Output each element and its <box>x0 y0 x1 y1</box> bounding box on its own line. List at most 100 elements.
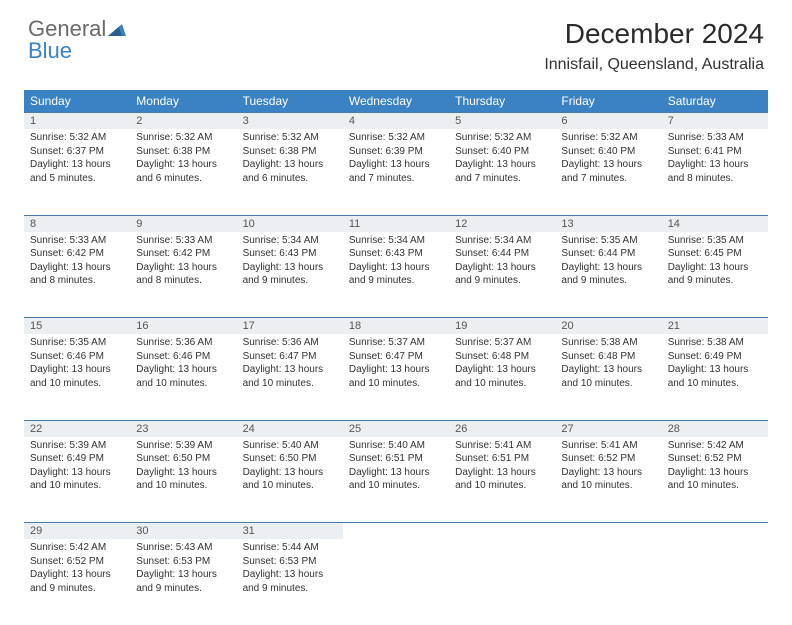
weekday-header-row: SundayMondayTuesdayWednesdayThursdayFrid… <box>24 90 768 113</box>
sunset-line: Sunset: 6:42 PM <box>30 247 124 261</box>
day-number-row: 293031 <box>24 523 768 540</box>
day-data-cell: Sunrise: 5:44 AMSunset: 6:53 PMDaylight:… <box>237 539 343 625</box>
day-data-cell: Sunrise: 5:38 AMSunset: 6:48 PMDaylight:… <box>555 334 661 420</box>
day-number-cell: 25 <box>343 420 449 437</box>
weekday-header: Monday <box>130 90 236 113</box>
daylight-line: Daylight: 13 hours and 10 minutes. <box>243 466 337 493</box>
daylight-line: Daylight: 13 hours and 5 minutes. <box>30 158 124 185</box>
day-data-cell: Sunrise: 5:41 AMSunset: 6:51 PMDaylight:… <box>449 437 555 523</box>
daylight-line: Daylight: 13 hours and 10 minutes. <box>30 363 124 390</box>
weekday-header: Wednesday <box>343 90 449 113</box>
sunset-line: Sunset: 6:40 PM <box>455 145 549 159</box>
day-data-cell: Sunrise: 5:33 AMSunset: 6:42 PMDaylight:… <box>24 232 130 318</box>
sunrise-line: Sunrise: 5:35 AM <box>30 336 124 350</box>
day-number-cell <box>555 523 661 540</box>
sunrise-line: Sunrise: 5:38 AM <box>668 336 762 350</box>
day-number-cell: 1 <box>24 113 130 130</box>
sunrise-line: Sunrise: 5:43 AM <box>136 541 230 555</box>
day-number-cell <box>343 523 449 540</box>
sunset-line: Sunset: 6:42 PM <box>136 247 230 261</box>
header: General Blue December 2024 Innisfail, Qu… <box>0 0 792 78</box>
sunrise-line: Sunrise: 5:32 AM <box>349 131 443 145</box>
sunset-line: Sunset: 6:49 PM <box>30 452 124 466</box>
daylight-line: Daylight: 13 hours and 9 minutes. <box>455 261 549 288</box>
day-data-cell: Sunrise: 5:34 AMSunset: 6:43 PMDaylight:… <box>237 232 343 318</box>
sunrise-line: Sunrise: 5:32 AM <box>136 131 230 145</box>
sunrise-line: Sunrise: 5:41 AM <box>455 439 549 453</box>
day-number-cell: 16 <box>130 318 236 335</box>
sunrise-line: Sunrise: 5:36 AM <box>136 336 230 350</box>
sunrise-line: Sunrise: 5:39 AM <box>136 439 230 453</box>
sunrise-line: Sunrise: 5:32 AM <box>455 131 549 145</box>
day-data-cell <box>449 539 555 625</box>
sunrise-line: Sunrise: 5:40 AM <box>243 439 337 453</box>
sunset-line: Sunset: 6:44 PM <box>455 247 549 261</box>
day-data-cell: Sunrise: 5:43 AMSunset: 6:53 PMDaylight:… <box>130 539 236 625</box>
sunset-line: Sunset: 6:38 PM <box>136 145 230 159</box>
daylight-line: Daylight: 13 hours and 9 minutes. <box>561 261 655 288</box>
location: Innisfail, Queensland, Australia <box>544 56 764 74</box>
daylight-line: Daylight: 13 hours and 8 minutes. <box>30 261 124 288</box>
sunset-line: Sunset: 6:48 PM <box>455 350 549 364</box>
daylight-line: Daylight: 13 hours and 9 minutes. <box>136 568 230 595</box>
day-data-cell: Sunrise: 5:32 AMSunset: 6:37 PMDaylight:… <box>24 129 130 215</box>
weekday-header: Thursday <box>449 90 555 113</box>
weekday-header: Saturday <box>662 90 768 113</box>
daylight-line: Daylight: 13 hours and 10 minutes. <box>349 363 443 390</box>
daylight-line: Daylight: 13 hours and 10 minutes. <box>561 466 655 493</box>
day-data-cell <box>343 539 449 625</box>
sunrise-line: Sunrise: 5:40 AM <box>349 439 443 453</box>
sunrise-line: Sunrise: 5:41 AM <box>561 439 655 453</box>
day-data-cell: Sunrise: 5:32 AMSunset: 6:40 PMDaylight:… <box>555 129 661 215</box>
sunset-line: Sunset: 6:49 PM <box>668 350 762 364</box>
daylight-line: Daylight: 13 hours and 8 minutes. <box>668 158 762 185</box>
sunset-line: Sunset: 6:47 PM <box>243 350 337 364</box>
day-data-cell: Sunrise: 5:37 AMSunset: 6:47 PMDaylight:… <box>343 334 449 420</box>
day-data-cell: Sunrise: 5:36 AMSunset: 6:47 PMDaylight:… <box>237 334 343 420</box>
logo-triangle-icon <box>108 18 126 40</box>
sunset-line: Sunset: 6:38 PM <box>243 145 337 159</box>
day-number-row: 22232425262728 <box>24 420 768 437</box>
day-number-cell: 23 <box>130 420 236 437</box>
day-number-cell: 29 <box>24 523 130 540</box>
day-number-cell: 19 <box>449 318 555 335</box>
day-number-cell: 18 <box>343 318 449 335</box>
sunrise-line: Sunrise: 5:36 AM <box>243 336 337 350</box>
day-number-cell: 5 <box>449 113 555 130</box>
day-data-cell: Sunrise: 5:38 AMSunset: 6:49 PMDaylight:… <box>662 334 768 420</box>
sunrise-line: Sunrise: 5:34 AM <box>349 234 443 248</box>
day-number-cell: 11 <box>343 215 449 232</box>
daylight-line: Daylight: 13 hours and 9 minutes. <box>30 568 124 595</box>
day-number-row: 891011121314 <box>24 215 768 232</box>
daylight-line: Daylight: 13 hours and 8 minutes. <box>136 261 230 288</box>
daylight-line: Daylight: 13 hours and 10 minutes. <box>668 363 762 390</box>
sunset-line: Sunset: 6:46 PM <box>30 350 124 364</box>
weekday-header: Sunday <box>24 90 130 113</box>
day-number-cell: 3 <box>237 113 343 130</box>
day-number-cell: 31 <box>237 523 343 540</box>
day-data-cell <box>555 539 661 625</box>
title-block: December 2024 Innisfail, Queensland, Aus… <box>544 18 764 74</box>
sunset-line: Sunset: 6:53 PM <box>136 555 230 569</box>
daylight-line: Daylight: 13 hours and 10 minutes. <box>243 363 337 390</box>
sunset-line: Sunset: 6:39 PM <box>349 145 443 159</box>
sunset-line: Sunset: 6:44 PM <box>561 247 655 261</box>
daylight-line: Daylight: 13 hours and 7 minutes. <box>561 158 655 185</box>
sunset-line: Sunset: 6:51 PM <box>455 452 549 466</box>
sunset-line: Sunset: 6:52 PM <box>668 452 762 466</box>
day-number-cell <box>449 523 555 540</box>
sunrise-line: Sunrise: 5:37 AM <box>455 336 549 350</box>
daylight-line: Daylight: 13 hours and 10 minutes. <box>136 363 230 390</box>
day-data-cell: Sunrise: 5:35 AMSunset: 6:45 PMDaylight:… <box>662 232 768 318</box>
sunset-line: Sunset: 6:52 PM <box>561 452 655 466</box>
daylight-line: Daylight: 13 hours and 10 minutes. <box>136 466 230 493</box>
sunset-line: Sunset: 6:40 PM <box>561 145 655 159</box>
sunrise-line: Sunrise: 5:32 AM <box>243 131 337 145</box>
day-number-cell: 6 <box>555 113 661 130</box>
sunrise-line: Sunrise: 5:34 AM <box>455 234 549 248</box>
day-number-cell: 12 <box>449 215 555 232</box>
sunrise-line: Sunrise: 5:33 AM <box>136 234 230 248</box>
day-data-cell: Sunrise: 5:32 AMSunset: 6:40 PMDaylight:… <box>449 129 555 215</box>
sunrise-line: Sunrise: 5:37 AM <box>349 336 443 350</box>
sunset-line: Sunset: 6:46 PM <box>136 350 230 364</box>
